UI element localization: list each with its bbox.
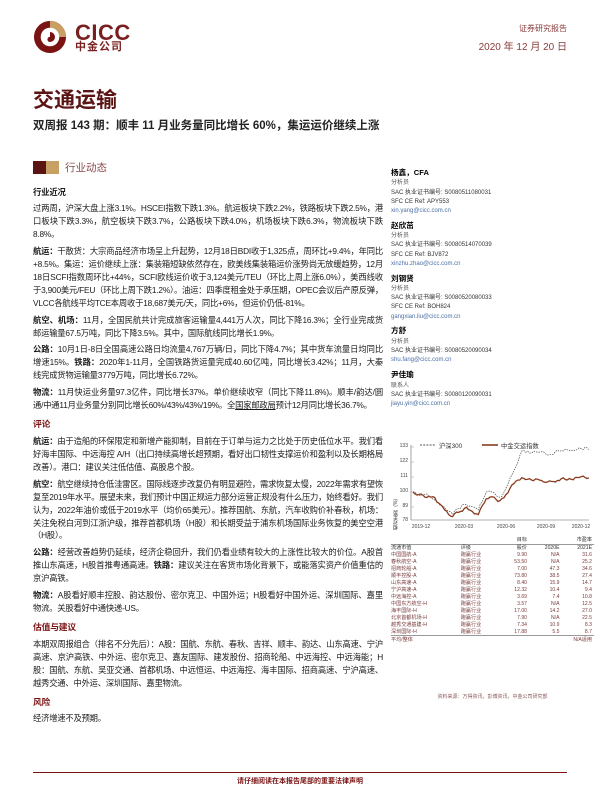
svg-text:2020-03: 2020-03 <box>455 524 474 530</box>
svg-text:89: 89 <box>402 503 408 509</box>
svg-text:111: 111 <box>400 473 408 479</box>
svg-text:122: 122 <box>400 458 409 464</box>
svg-text:100: 100 <box>400 488 409 494</box>
svg-text:2019-12: 2019-12 <box>412 524 431 530</box>
svg-text:133: 133 <box>400 443 409 449</box>
svg-text:2020-09: 2020-09 <box>537 524 556 530</box>
svg-text:2020-06: 2020-06 <box>497 524 516 530</box>
svg-text:2020-12: 2020-12 <box>572 524 591 530</box>
svg-text:78: 78 <box>402 517 408 523</box>
